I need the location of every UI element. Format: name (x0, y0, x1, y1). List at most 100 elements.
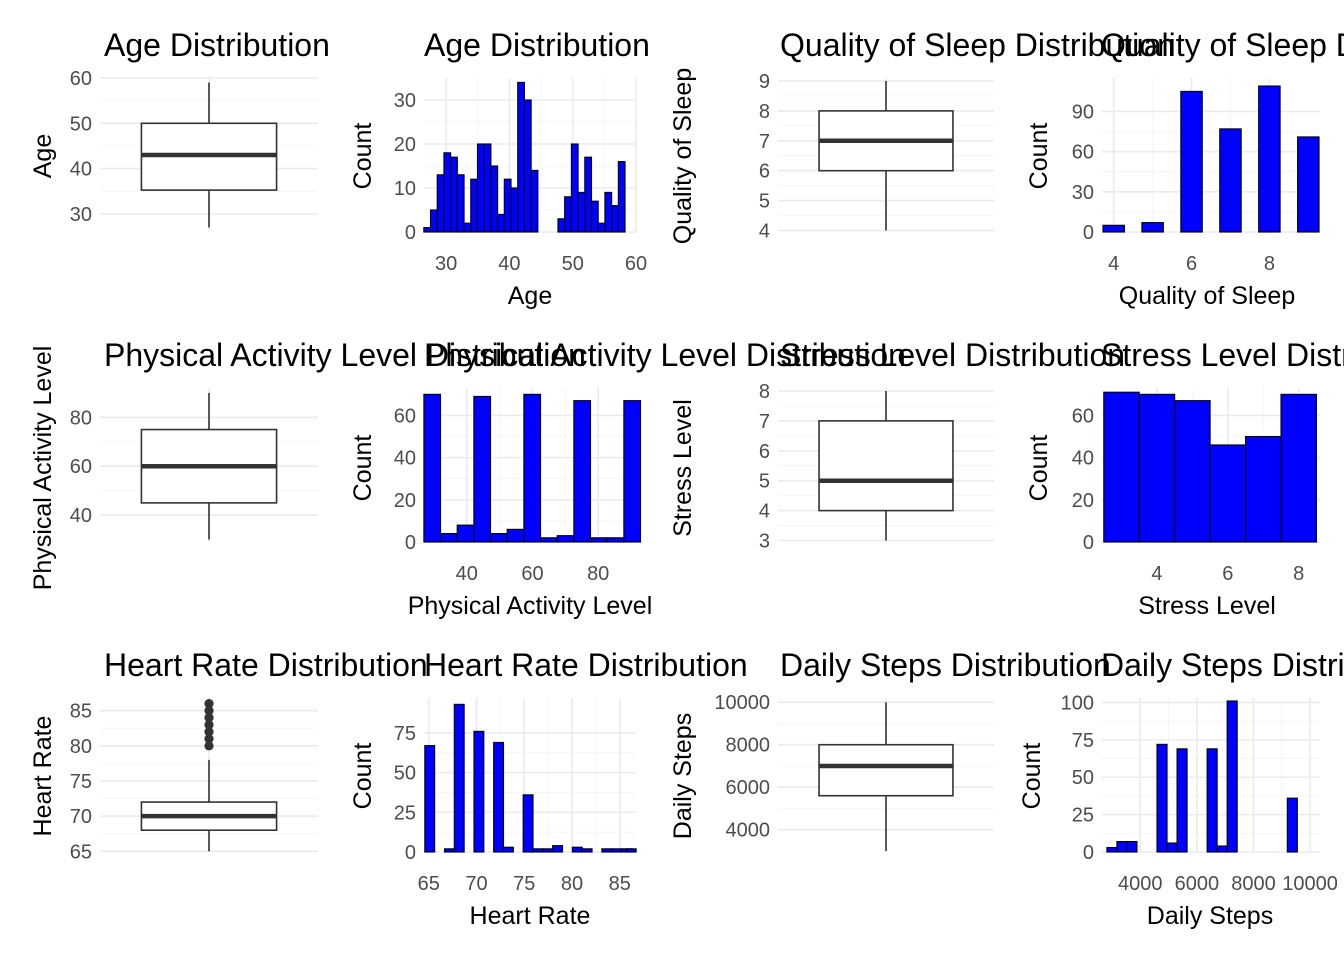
heart-hist-xtick-label: 75 (513, 873, 535, 895)
age-hist-bar (564, 196, 572, 233)
sleep-hist-xtick-label: 4 (1108, 253, 1119, 275)
heart-hist-panel: 0 25 50 75 65 70 75 80 85 Count Heart Rate (349, 698, 637, 930)
age-hist-bar (611, 205, 619, 233)
stress-hist-bar (1245, 435, 1282, 543)
sleep-box-y-axis-label: Quality of Sleep (669, 68, 697, 245)
steps-hist-bar (1156, 743, 1168, 853)
heart-box-outlier-point (204, 720, 214, 730)
heart-hist-bar (552, 845, 564, 853)
age-hist-bar (517, 81, 525, 233)
activity-hist-bar (506, 528, 525, 543)
steps-hist-bar (1166, 842, 1178, 853)
heart-hist-ytick-label: 25 (394, 802, 416, 824)
steps-hist-ytick-label: 25 (1072, 805, 1094, 827)
steps-hist-y-axis-label: Count (1018, 743, 1046, 810)
age-hist-bar (577, 191, 586, 233)
activity-hist-bar (606, 537, 625, 543)
age-hist-ytick-label: 0 (405, 222, 416, 244)
stress-hist-bar (1280, 393, 1318, 543)
sleep-hist-panel: 0 30 60 90 4 6 8 Count Quality of Sleep (1025, 78, 1320, 310)
heart-hist-bar (532, 848, 544, 853)
age-hist-bar (557, 218, 566, 233)
steps-box-ytick-label: 4000 (726, 820, 771, 842)
steps-hist-bar (1116, 840, 1128, 853)
steps-hist-x-axis-label: Daily Steps (1147, 902, 1273, 930)
heart-hist-xtick-label: 65 (418, 873, 440, 895)
steps-hist-xtick-label: 6000 (1175, 873, 1220, 895)
heart-hist-ytick-label: 75 (394, 723, 416, 745)
age-hist-x-axis-label: Age (508, 282, 552, 310)
age-hist-title: Age Distribution (424, 27, 650, 63)
activity-box-title: Physical Activity Level Distribution (104, 337, 586, 373)
steps-hist-bar (1216, 845, 1228, 853)
age-box-title: Age Distribution (104, 27, 330, 63)
sleep-hist-bar (1180, 90, 1203, 233)
sleep-hist-ytick-label: 60 (1072, 142, 1094, 164)
sleep-hist-bar (1102, 224, 1125, 233)
activity-hist-xtick-label: 80 (587, 563, 609, 585)
steps-hist-ytick-label: 0 (1083, 842, 1094, 864)
age-hist-bar (497, 213, 505, 233)
steps-hist-bar (1226, 700, 1238, 853)
activity-hist-panel: 0 20 40 60 40 60 80 Count Physical Activity Leve… (349, 388, 652, 620)
heart-box-outlier-point (204, 734, 214, 744)
age-hist-xtick-label: 40 (498, 253, 520, 275)
stress-hist-ytick-label: 0 (1083, 532, 1094, 554)
activity-hist-bar (539, 537, 558, 543)
age-hist-bar (570, 143, 579, 233)
age-box-ytick-label: 40 (70, 159, 92, 181)
heart-box-y-axis-label: Heart Rate (29, 716, 57, 837)
stress-hist-bar (1138, 393, 1176, 543)
activity-hist-bar (439, 533, 458, 543)
heart-hist-y-axis-label: Count (349, 743, 377, 810)
sleep-hist-y-axis-label: Count (1025, 123, 1053, 190)
stress-box-ytick-label: 7 (759, 411, 770, 433)
stress-hist-x-axis-label: Stress Level (1138, 592, 1276, 620)
age-hist-bar (450, 156, 458, 233)
activity-hist-bar (589, 537, 608, 543)
activity-hist-xtick-label: 60 (521, 563, 543, 585)
steps-box-ytick-label: 6000 (726, 777, 771, 799)
activity-hist-ytick-label: 60 (394, 405, 416, 427)
age-box-ytick-label: 60 (70, 68, 92, 90)
activity-hist-bar (473, 395, 492, 543)
heart-hist-bar (625, 848, 637, 853)
heart-hist-bar (542, 848, 554, 853)
heart-box-ytick-label: 75 (70, 771, 92, 793)
sleep-hist-bar (1219, 128, 1242, 233)
activity-hist-ytick-label: 20 (394, 490, 416, 512)
steps-hist-ytick-label: 100 (1061, 692, 1094, 714)
stress-hist-ytick-label: 60 (1072, 405, 1094, 427)
activity-hist-bar (423, 393, 442, 543)
steps-hist-bar (1286, 797, 1298, 853)
stress-hist-panel: 0 20 40 60 4 6 8 Count Stress Level (1025, 388, 1320, 620)
sleep-hist-xtick-label: 6 (1186, 253, 1197, 275)
stress-hist-bar (1174, 400, 1211, 543)
steps-hist-panel: 0 25 50 75 100 4000 6000 8000 10000 Count Daily St… (1018, 692, 1338, 930)
stress-hist-bar (1209, 444, 1247, 543)
age-hist-bar (436, 174, 445, 233)
age-box-y-axis-label: Age (29, 134, 57, 178)
heart-box-title: Heart Rate Distribution (104, 647, 428, 683)
sleep-hist-bar (1297, 136, 1320, 233)
activity-box-panel: 40 60 80 Physical Activity Level (29, 346, 318, 590)
heart-box-ytick-label: 85 (70, 701, 92, 723)
age-box-ytick-label: 30 (70, 204, 92, 226)
age-hist-xtick-label: 60 (625, 253, 647, 275)
steps-hist-bar (1126, 840, 1138, 853)
heart-box-outlier-point (204, 727, 214, 737)
stress-box-ytick-label: 5 (759, 471, 770, 493)
activity-box-ytick-label: 80 (70, 407, 92, 429)
heart-box-outlier-point (204, 706, 214, 716)
stress-box-y-axis-label: Stress Level (669, 399, 697, 537)
activity-hist-x-axis-label: Physical Activity Level (408, 592, 653, 620)
steps-box-box (818, 743, 954, 797)
sleep-box-ytick-label: 4 (759, 221, 770, 243)
heart-hist-xtick-label: 85 (609, 873, 631, 895)
heart-hist-x-axis-label: Heart Rate (470, 902, 591, 930)
age-hist-bar (443, 152, 452, 233)
age-hist-ytick-label: 10 (394, 178, 416, 200)
activity-hist-bar (456, 524, 475, 543)
age-hist-bar (510, 187, 519, 233)
